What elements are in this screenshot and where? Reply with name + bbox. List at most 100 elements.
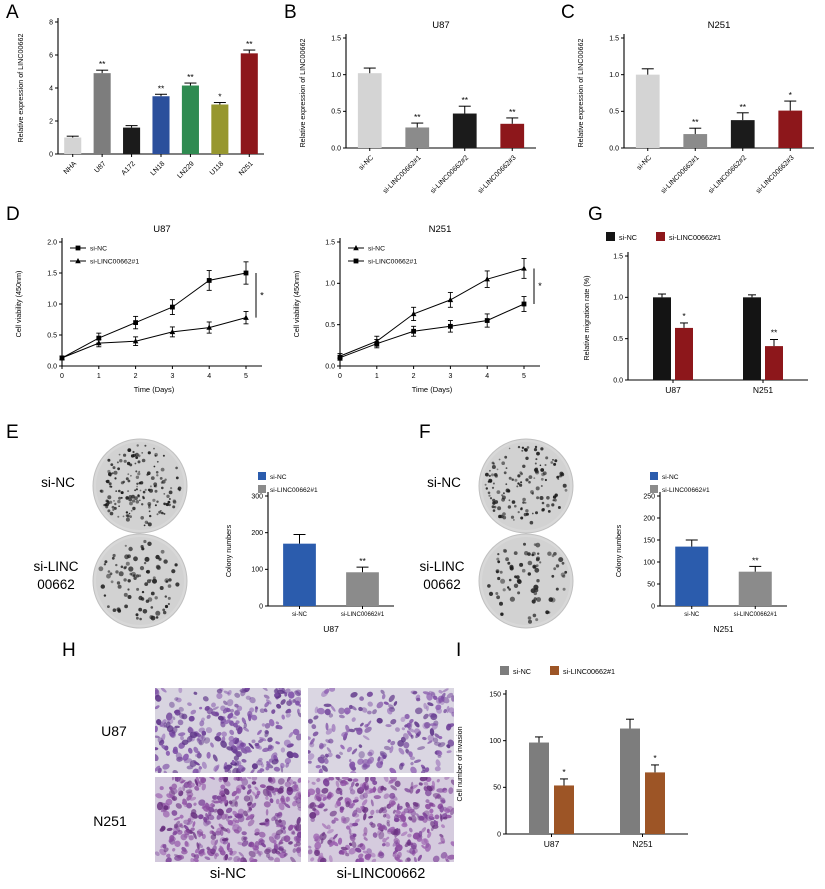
svg-text:Relative migration rate (%): Relative migration rate (%) bbox=[582, 275, 591, 360]
svg-text:0.5: 0.5 bbox=[609, 109, 619, 116]
svg-text:*: * bbox=[682, 311, 686, 321]
panel-d-line-chart-n251: 0.0 0.5 1.0 1.5 Cell viability (450nm) N251 0 1… bbox=[288, 222, 558, 419]
chartE-svg: 0 100 200 300 Colony numbers si-NC ** si-LINC00… bbox=[224, 472, 394, 634]
panel-h-col-label-silinc: si-LINC00662 bbox=[336, 866, 426, 882]
svg-text:U87: U87 bbox=[323, 624, 339, 634]
svg-text:**: ** bbox=[739, 102, 746, 112]
svg-text:0: 0 bbox=[60, 373, 64, 380]
svg-text:NHA: NHA bbox=[63, 160, 79, 176]
svg-text:**: ** bbox=[752, 555, 759, 565]
svg-text:0: 0 bbox=[338, 373, 342, 380]
panel-label-b: B bbox=[284, 2, 297, 23]
panel-d-line-chart-u87: 0.0 0.5 1.0 1.5 2.0 Cell viability (450nm) U87… bbox=[10, 222, 280, 419]
svg-text:250: 250 bbox=[643, 493, 655, 500]
svg-text:si-NC: si-NC bbox=[292, 612, 308, 618]
colony-plate-svg bbox=[478, 533, 574, 629]
panel-h-col-label-sinc: si-NC bbox=[209, 866, 247, 882]
svg-text:0.5: 0.5 bbox=[331, 109, 341, 116]
svg-text:6: 6 bbox=[49, 52, 53, 59]
svg-text:50: 50 bbox=[647, 581, 655, 588]
svg-text:1.0: 1.0 bbox=[47, 301, 57, 308]
svg-text:0.5: 0.5 bbox=[613, 336, 623, 343]
svg-text:**: ** bbox=[359, 556, 366, 566]
panel-b-bar-chart: 0.0 0.5 1.0 1.5 Relative expression of LINC0… bbox=[294, 8, 544, 218]
svg-text:2.0: 2.0 bbox=[47, 239, 57, 246]
chartG-svg: 0.0 0.5 1.0 1.5 Relative migration rate (%) *… bbox=[582, 232, 808, 395]
svg-text:Relative expression of LINC006: Relative expression of LINC00662 bbox=[16, 33, 25, 142]
chartF-svg: 0 50 100 150 200 250 Colony numbers si-NC ** si-L… bbox=[614, 472, 787, 634]
chartA-svg: 0 2 4 6 8 Relative expression of LINC00662 NHA… bbox=[16, 18, 264, 180]
svg-text:*: * bbox=[562, 767, 566, 777]
svg-text:4: 4 bbox=[207, 373, 211, 380]
chartC-svg: 0.0 0.5 1.0 1.5 Relative expression of LINC0… bbox=[576, 20, 814, 195]
svg-text:1.5: 1.5 bbox=[613, 253, 623, 260]
svg-text:si-NC: si-NC bbox=[636, 154, 653, 171]
svg-text:U87: U87 bbox=[665, 385, 681, 395]
svg-text:**: ** bbox=[692, 117, 699, 127]
svg-text:Relative expression of LINC006: Relative expression of LINC00662 bbox=[576, 38, 585, 147]
svg-text:**: ** bbox=[509, 107, 516, 117]
svg-text:N251: N251 bbox=[708, 20, 731, 31]
svg-text:LN18: LN18 bbox=[150, 160, 167, 177]
svg-text:0.0: 0.0 bbox=[47, 363, 57, 370]
panel-e-row-label-silinc: si-LINC 00662 bbox=[20, 558, 92, 593]
svg-text:Time (Days): Time (Days) bbox=[134, 385, 175, 394]
svg-text:0: 0 bbox=[259, 603, 263, 610]
panel-g-grouped-bar-chart: 0.0 0.5 1.0 1.5 Relative migration rate (%) *… bbox=[578, 220, 820, 425]
colony-plate-svg bbox=[92, 438, 188, 534]
svg-text:2: 2 bbox=[412, 373, 416, 380]
svg-text:100: 100 bbox=[489, 738, 501, 745]
svg-text:*: * bbox=[260, 290, 264, 301]
svg-text:U87: U87 bbox=[544, 839, 560, 849]
svg-text:U87: U87 bbox=[94, 160, 108, 174]
svg-text:si-LINC00662#1: si-LINC00662#1 bbox=[270, 487, 318, 494]
svg-text:**: ** bbox=[246, 39, 253, 49]
svg-text:si-NC: si-NC bbox=[90, 246, 107, 253]
chartI-svg: 0 50 100 150 Cell number of invasion * U87 * N25… bbox=[455, 666, 688, 849]
svg-text:0: 0 bbox=[651, 603, 655, 610]
panel-e-bar-chart: 0 100 200 300 Colony numbers si-NC ** si-LINC00… bbox=[222, 448, 404, 661]
svg-text:si-LINC00662#1: si-LINC00662#1 bbox=[662, 487, 710, 494]
svg-text:4: 4 bbox=[49, 85, 53, 92]
svg-text:N251: N251 bbox=[429, 224, 452, 235]
svg-text:U118: U118 bbox=[209, 160, 225, 176]
svg-text:**: ** bbox=[771, 327, 778, 337]
svg-text:A172: A172 bbox=[120, 160, 137, 177]
svg-text:5: 5 bbox=[244, 373, 248, 380]
svg-text:150: 150 bbox=[489, 691, 501, 698]
svg-text:*: * bbox=[653, 753, 657, 763]
svg-text:LN229: LN229 bbox=[176, 160, 196, 180]
panel-i-grouped-bar-chart: 0 50 100 150 Cell number of invasion * U87 * N25… bbox=[450, 652, 705, 869]
svg-text:*: * bbox=[538, 281, 542, 292]
svg-text:150: 150 bbox=[643, 537, 655, 544]
svg-text:2: 2 bbox=[49, 118, 53, 125]
svg-text:1.5: 1.5 bbox=[331, 35, 341, 42]
panel-f-bar-chart: 0 50 100 150 200 250 Colony numbers si-NC ** si-L… bbox=[612, 448, 797, 661]
panel-label-e: E bbox=[6, 422, 19, 443]
panel-label-h: H bbox=[62, 640, 76, 661]
panel-a-bar-chart: 0 2 4 6 8 Relative expression of LINC00662 NHA… bbox=[12, 8, 272, 213]
panel-f-row-label-sinc: si-NC bbox=[427, 475, 461, 490]
svg-text:si-NC: si-NC bbox=[368, 246, 385, 253]
svg-text:si-NC: si-NC bbox=[662, 474, 679, 481]
colony-plate-svg bbox=[478, 438, 574, 534]
panel-h-row-label-n251: N251 bbox=[93, 813, 127, 829]
svg-text:0.0: 0.0 bbox=[613, 377, 623, 384]
svg-text:si-LINC00662#1: si-LINC00662#1 bbox=[563, 667, 615, 676]
svg-text:N251: N251 bbox=[753, 385, 774, 395]
svg-text:1: 1 bbox=[97, 373, 101, 380]
svg-text:si-LINC00662#1: si-LINC00662#1 bbox=[368, 259, 417, 266]
svg-text:50: 50 bbox=[493, 785, 501, 792]
svg-text:si-LINC00662#3: si-LINC00662#3 bbox=[755, 154, 796, 195]
colony-plate-image-f-sinc bbox=[478, 438, 574, 539]
svg-text:si-NC: si-NC bbox=[619, 233, 637, 242]
svg-text:si-NC: si-NC bbox=[270, 474, 287, 481]
svg-text:8: 8 bbox=[49, 19, 53, 26]
svg-text:100: 100 bbox=[251, 567, 263, 574]
svg-text:**: ** bbox=[99, 59, 106, 69]
colony-plate-svg bbox=[92, 533, 188, 629]
svg-text:*: * bbox=[789, 90, 793, 100]
transwell-image-n251-silinc bbox=[305, 774, 456, 867]
panel-label-f: F bbox=[419, 422, 431, 443]
